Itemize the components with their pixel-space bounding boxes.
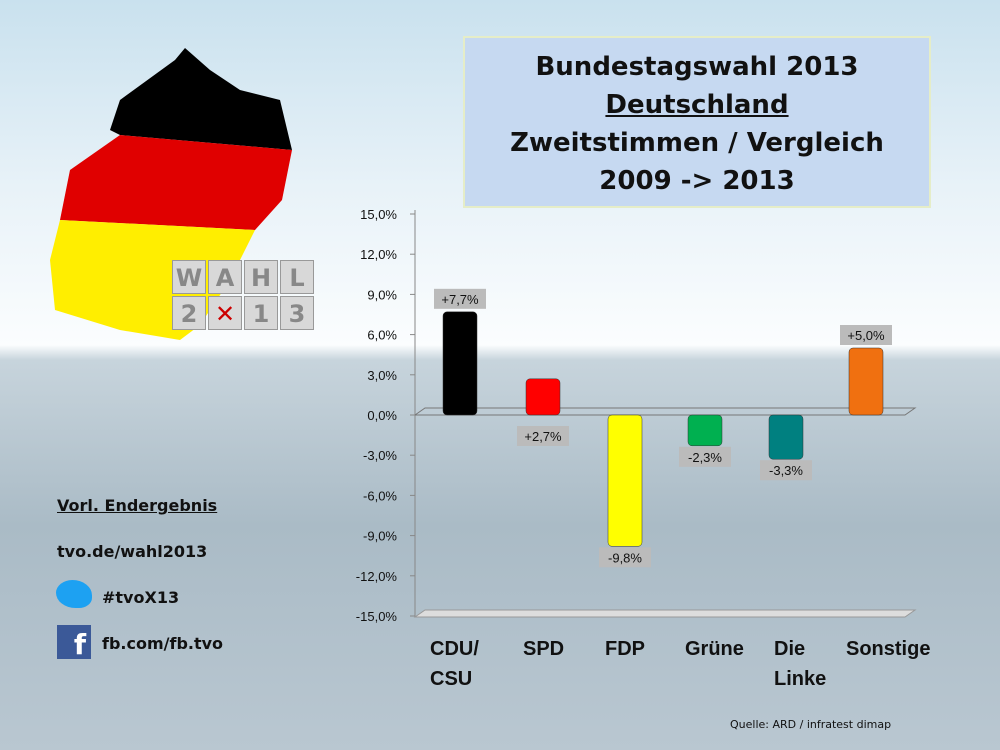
title-line-2-text: Deutschland xyxy=(605,90,789,120)
y-tick-label: 15,0% xyxy=(360,207,397,222)
y-tick-label: 3,0% xyxy=(367,368,397,383)
data-label: +7,7% xyxy=(441,292,479,307)
status-label: Vorl. Endergebnis xyxy=(57,496,218,515)
data-label: -2,3% xyxy=(688,450,722,465)
x-tick-label: CSU xyxy=(430,668,472,690)
x-tick-label: FDP xyxy=(605,638,645,660)
data-label-bg xyxy=(679,446,731,467)
data-label-bg xyxy=(760,460,812,481)
logo-tile: 3 xyxy=(280,296,314,330)
logo-tile: 1 xyxy=(244,296,278,330)
bar xyxy=(768,414,804,460)
y-tick-label: 9,0% xyxy=(367,287,397,302)
axis-floor xyxy=(413,609,917,618)
title-line-4: 2009 -> 2013 xyxy=(599,166,795,196)
source-note: Quelle: ARD / infratest dimap xyxy=(730,718,892,731)
x-tick-label: SPD xyxy=(523,638,564,660)
data-label-bg xyxy=(840,325,892,345)
data-label: +5,0% xyxy=(847,328,885,343)
wahl-logo: W A H L 2 ✕ 1 3 xyxy=(172,260,314,330)
facebook-icon: f xyxy=(57,625,91,661)
website-link[interactable]: tvo.de/wahl2013 xyxy=(57,542,208,561)
y-tick-label: -3,0% xyxy=(363,448,397,463)
bar xyxy=(442,311,478,416)
x-tick-label: Sonstige xyxy=(846,638,930,660)
x-tick-label: Linke xyxy=(774,668,826,690)
chart-title: Bundestagswahl 2013 Deutschland Zweitsti… xyxy=(463,36,931,208)
y-tick-label: -12,0% xyxy=(356,569,398,584)
y-tick-label: 12,0% xyxy=(360,247,397,262)
bar xyxy=(525,378,561,416)
y-tick-label: 6,0% xyxy=(367,328,397,343)
x-tick-label: Grüne xyxy=(685,638,744,660)
bar xyxy=(848,347,884,416)
logo-tile: W xyxy=(172,260,206,294)
facebook-link[interactable]: fb.com/fb.tvo xyxy=(102,634,224,653)
y-tick-label: -6,0% xyxy=(363,488,397,503)
data-label: -9,8% xyxy=(608,550,642,565)
logo-tile: H xyxy=(244,260,278,294)
twitter-handle[interactable]: #tvoX13 xyxy=(102,588,180,607)
logo-tile: A xyxy=(208,260,242,294)
data-label-bg xyxy=(434,288,486,309)
bar xyxy=(607,414,643,547)
logo-tile: ✕ xyxy=(208,296,242,330)
y-tick-label: -9,0% xyxy=(363,529,397,544)
x-tick-label: Die xyxy=(774,638,805,660)
logo-tile: 2 xyxy=(172,296,206,330)
title-line-3: Zweitstimmen / Vergleich xyxy=(510,128,884,158)
title-line-1: Bundestagswahl 2013 xyxy=(535,52,859,82)
bar xyxy=(687,414,723,447)
twitter-icon xyxy=(56,580,92,608)
y-tick-label: -15,0% xyxy=(356,609,398,624)
title-line-2: Deutschland xyxy=(465,86,929,124)
logo-tile: L xyxy=(280,260,314,294)
data-label-bg xyxy=(599,547,651,568)
data-label: +2,7% xyxy=(524,429,562,444)
y-tick-label: 0,0% xyxy=(367,408,397,423)
data-label-bg xyxy=(517,426,569,446)
zero-line xyxy=(413,407,917,416)
data-label: -3,3% xyxy=(769,463,803,478)
x-tick-label: CDU/ xyxy=(430,638,479,660)
